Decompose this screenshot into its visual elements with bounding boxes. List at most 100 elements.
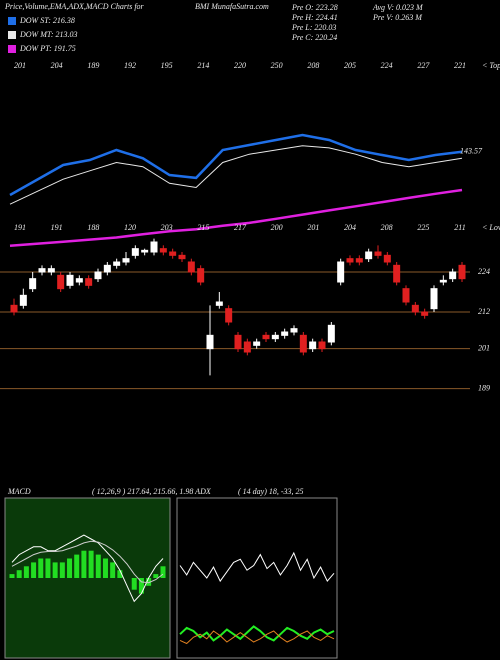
candle-body <box>131 248 139 256</box>
annotation-label: 191 <box>51 223 63 232</box>
adx-line <box>179 630 335 645</box>
annotation-label: 200 <box>271 223 283 232</box>
y-tick-label: 212 <box>478 307 490 316</box>
histogram-bar <box>95 554 101 578</box>
candle-body <box>47 268 55 273</box>
histogram-bar <box>52 562 58 578</box>
header-source: BMI MunafaSutra.com <box>195 2 269 11</box>
lows-label: < Lows <box>482 223 500 232</box>
candle-body <box>150 241 158 253</box>
annotation-label: 195 <box>161 61 173 70</box>
candle-body <box>215 301 223 306</box>
annotation-label: 191 <box>14 223 26 232</box>
macd-subtitle: ( 12,26,9 ) 217.64, 215.66, 1.98 ADX <box>92 487 212 496</box>
pre-high: Pre H: 224.41 <box>291 13 338 22</box>
annotation-label: 189 <box>87 61 99 70</box>
annotation-label: 221 <box>454 61 466 70</box>
candle-body <box>19 294 27 306</box>
annotation-label: 204 <box>51 61 63 70</box>
legend-swatch <box>8 45 16 53</box>
legend-label: DOW MT: 213.03 <box>19 30 78 39</box>
candle-body <box>393 264 401 283</box>
candle-body <box>262 334 270 340</box>
y-tick-label: 224 <box>478 267 490 276</box>
macd-line <box>11 540 164 584</box>
annotation-label: 217 <box>234 223 247 232</box>
annotation-label: 208 <box>381 223 393 232</box>
candle-body <box>290 328 298 333</box>
histogram-bar <box>31 562 37 578</box>
y2-tick-label: 143.57 <box>460 147 483 156</box>
candle-body <box>141 249 149 253</box>
histogram-bar <box>138 578 144 594</box>
histogram-bar <box>102 558 108 578</box>
candle-body <box>421 311 429 316</box>
candle-body <box>85 278 93 286</box>
candle-body <box>355 258 363 263</box>
candle-body <box>271 334 279 340</box>
y-tick-label: 189 <box>478 383 490 392</box>
candle-body <box>337 261 345 283</box>
annotation-label: 201 <box>14 61 26 70</box>
histogram-bar <box>146 578 152 586</box>
candle-body <box>411 304 419 313</box>
candle-body <box>206 334 214 350</box>
avg-volume: Avg V: 0.023 M <box>372 3 424 12</box>
candle-body <box>57 274 65 290</box>
adx-line <box>179 625 335 642</box>
adx-line <box>179 551 335 583</box>
candle-body <box>159 248 167 253</box>
y-tick-label: 201 <box>478 343 490 352</box>
annotation-label: 211 <box>454 223 465 232</box>
annotation-label: 204 <box>344 223 356 232</box>
pre-low: Pre L: 220.03 <box>291 23 336 32</box>
annotation-label: 214 <box>197 61 209 70</box>
histogram-bar <box>59 562 65 578</box>
candle-body <box>253 341 261 346</box>
macd-title: MACD <box>7 487 31 496</box>
candle-body <box>327 324 335 343</box>
candle-body <box>365 251 373 260</box>
candle-body <box>94 271 102 280</box>
candle-body <box>38 268 46 273</box>
annotation-label: 203 <box>161 223 173 232</box>
histogram-bar <box>16 570 22 578</box>
annotation-label: 205 <box>344 61 356 70</box>
histogram-bar <box>45 558 51 578</box>
candle-body <box>383 254 391 263</box>
candle-body <box>243 341 251 353</box>
annotation-label: 208 <box>307 61 319 70</box>
candle-body <box>299 334 307 353</box>
annotation-label: 224 <box>381 61 393 70</box>
histogram-bar <box>74 554 80 578</box>
candle-body <box>169 251 177 256</box>
candle-body <box>430 288 438 310</box>
candle-body <box>318 341 326 350</box>
histogram-bar <box>67 558 73 578</box>
legend-label: DOW ST: 216.38 <box>19 16 75 25</box>
histogram-bar <box>38 558 44 578</box>
annotation-label: 192 <box>124 61 136 70</box>
candle-body <box>309 341 317 350</box>
macd-panel <box>4 497 171 659</box>
ema-line <box>9 145 463 205</box>
legend-label: DOW PT: 191.75 <box>19 44 76 53</box>
annotation-label: 250 <box>271 61 283 70</box>
candle-body <box>122 258 130 263</box>
histogram-bar <box>160 566 166 578</box>
histogram-bar <box>88 550 94 578</box>
candle-body <box>197 268 205 283</box>
candle-body <box>10 304 18 313</box>
candle-body <box>66 274 74 286</box>
candle-body <box>402 288 410 303</box>
annotation-label: 225 <box>417 223 429 232</box>
candle-body <box>458 264 466 280</box>
annotation-label: 227 <box>417 61 430 70</box>
pre-volume: Pre V: 0.263 M <box>372 13 423 22</box>
pre-open: Pre O: 223.28 <box>291 3 338 12</box>
candle-body <box>187 261 195 273</box>
annotation-label: 120 <box>124 223 136 232</box>
ema-line <box>9 133 463 197</box>
